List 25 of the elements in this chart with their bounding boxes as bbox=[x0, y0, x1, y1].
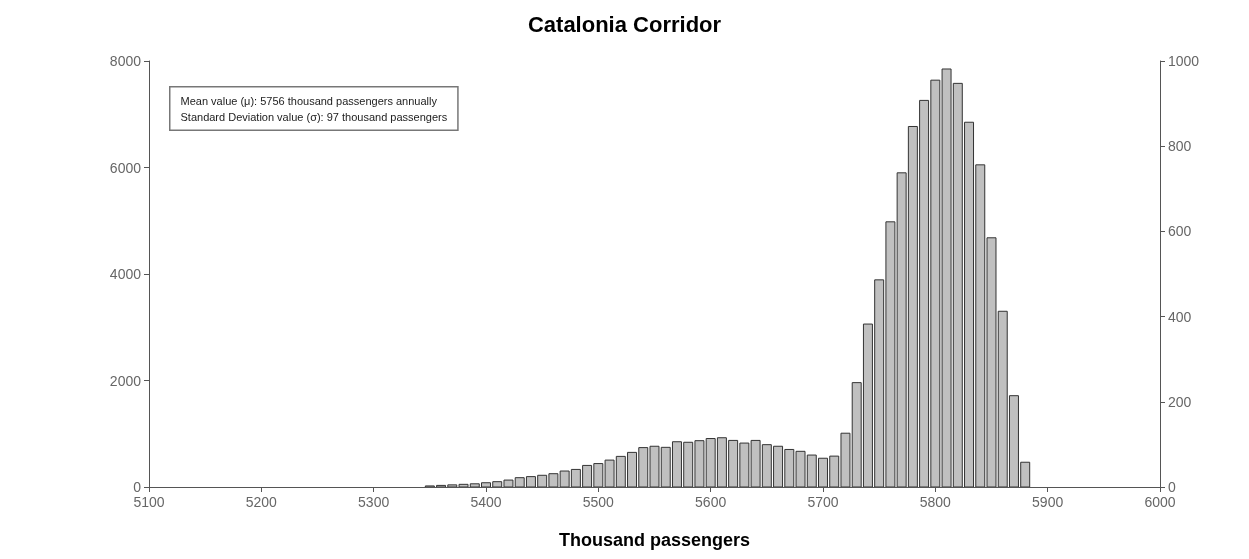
y2-tick-label: 1000 bbox=[1168, 53, 1200, 69]
x-axis-title: Thousand passengers bbox=[558, 530, 751, 550]
x-tick-label: 5600 bbox=[695, 494, 727, 510]
x-tick-label: 5300 bbox=[358, 494, 390, 510]
annotation: Mean value (μ): 5756 thousand passengers annually bbox=[180, 94, 438, 107]
y2-tick-label: 600 bbox=[1168, 223, 1192, 240]
x-tick-label: 5100 bbox=[133, 494, 165, 510]
x-tick-label: 5800 bbox=[919, 494, 952, 510]
x-tick-label: 5700 bbox=[807, 494, 839, 510]
x-tick-label: 5900 bbox=[1032, 494, 1064, 510]
y2-tick-label: 0 bbox=[1168, 479, 1176, 495]
y-tick-label: 0 bbox=[133, 479, 142, 495]
x-tick-label: 5500 bbox=[582, 494, 615, 510]
y-tick-label: 2000 bbox=[109, 372, 142, 389]
y-tick-label: 6000 bbox=[109, 159, 142, 176]
x-tick-label: 5400 bbox=[470, 494, 502, 510]
y2-tick-label: 200 bbox=[1168, 393, 1192, 410]
x-tick-label: 6000 bbox=[1144, 494, 1176, 510]
chart-title: Catalonia Corridor bbox=[527, 11, 722, 37]
annotation: Standard Deviation value (σ): 97 thousand passengers bbox=[180, 110, 448, 123]
x-tick-label: 5200 bbox=[245, 494, 278, 510]
y-tick-label: 8000 bbox=[109, 53, 142, 69]
y-tick-label: 4000 bbox=[109, 266, 142, 282]
y2-tick-label: 800 bbox=[1168, 138, 1192, 155]
y2-tick-label: 400 bbox=[1168, 308, 1192, 325]
